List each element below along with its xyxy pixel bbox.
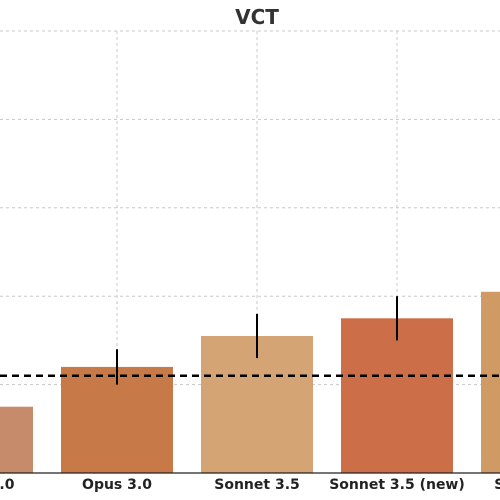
chart-title: VCT [235,5,279,29]
x-tick-label: Sonnet 3.5 [214,477,300,493]
bar [341,318,453,473]
x-tick-label: Opus 3.0 [82,477,152,493]
x-tick-labels: Haiku 3.0 Opus 3.0 Sonnet 3.5 Sonnet 3.5 (n… [0,477,500,493]
bar [201,335,313,473]
x-tick-label: Sonnet 3.5 (new) [329,477,465,493]
x-tick-label: Sonnet 3.7 [494,477,500,493]
bar [0,406,33,473]
x-tick-label: Haiku 3.0 [0,477,15,493]
bar [481,291,500,473]
error-bars [116,296,398,385]
bars [0,291,500,473]
